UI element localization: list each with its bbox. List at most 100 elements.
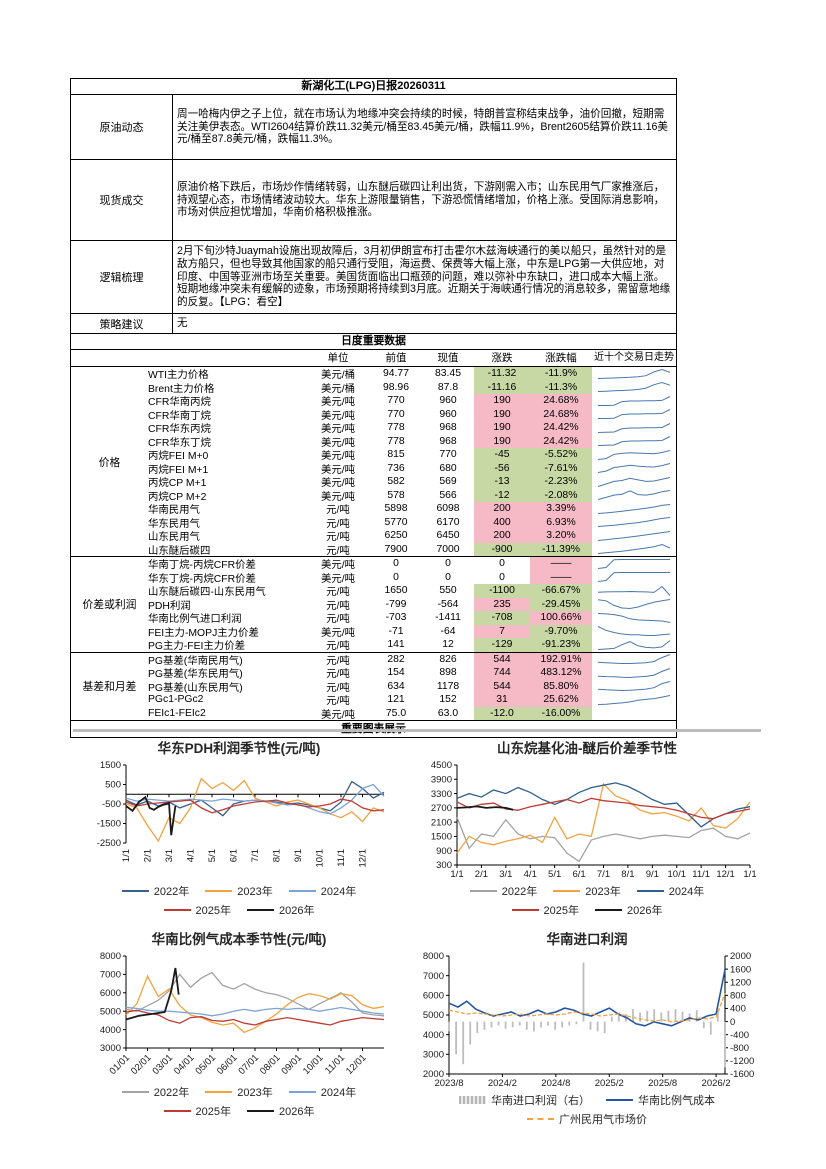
svg-text:08/01: 08/01 [258,1052,283,1077]
cell: 235 [474,597,530,611]
svg-text:07/01: 07/01 [237,1052,262,1077]
cell: 25.62% [530,693,592,707]
sparkline-cell [592,421,676,435]
cell: 美元/吨 [320,464,356,476]
line-swatch [636,890,664,892]
sparkline-cell [592,408,676,422]
sparkline [597,654,671,665]
svg-text:800: 800 [730,991,746,1002]
legend-item: 2023年 [205,883,273,899]
cell: CFR华东丙烷 [148,424,211,436]
svg-text:06/01: 06/01 [215,1052,240,1077]
cell: 483.12% [530,666,592,680]
sparkline [598,409,671,420]
cell: 190 [474,434,530,448]
cell: 6.93% [530,515,592,529]
table-row: PG基差(山东民用气) 元/吨 634 1178 544 85.80% [148,679,676,694]
report-row-content: 原油价格下跌后，市场炒作情绪转弱，山东醚后碳四让利出货，下游刚需入市；山东民用气… [177,180,665,219]
sparkline-cell [592,435,676,449]
legend-label: 2025年 [543,905,579,917]
table-row: PG基差(华东民用气) 元/吨 154 898 744 483.12% [148,666,676,680]
cell: 121 [387,694,405,706]
cell: -16.00% [530,706,592,720]
cell: 美元/吨 [320,627,356,639]
svg-text:2025/8: 2025/8 [648,1078,677,1089]
cell: 0 [445,571,451,583]
svg-text:8000: 8000 [423,951,444,962]
chart-title: 华南比例气成本季节性(元/吨) [151,932,327,947]
cell: 元/吨 [326,545,350,557]
svg-text:5000: 5000 [100,1006,121,1017]
line-swatch [247,1110,274,1112]
legend-label: 2022年 [153,1087,190,1099]
svg-text:4000: 4000 [423,1030,444,1041]
sparkline-cell [592,557,676,571]
table-row: 华南民用气 元/吨 5898 6098 200 3.39% [148,502,676,516]
cell: 31 [474,693,530,707]
cell: 华东民用气 [148,518,200,530]
cell: 24.68% [530,394,592,408]
svg-text:02/01: 02/01 [129,1052,154,1077]
cell: 丙烷FEI M+1 [148,464,209,476]
cell: 美元/桶 [320,370,356,382]
cell: 7000 [436,543,460,555]
table-row: Brent主力价格 美元/桶 98.96 87.8 -11.16 -11.3% [148,380,676,395]
cell: 0 [393,558,399,570]
legend-label: 2025年 [195,905,231,917]
cell: 154 [387,667,405,679]
group-label: 基差和月差 [82,681,137,694]
report-title: 新湖化工(LPG)日报20260311 [71,79,676,95]
table-row: WTI主力价格 美元/桶 94.77 83.45 -11.32 -11.9% [148,367,676,381]
sparkline-cell [592,598,676,612]
cell: 400 [474,515,530,529]
line-swatch [163,909,191,911]
legend-item: 华南进口利润（右） [459,1092,590,1108]
svg-text:2000: 2000 [423,1069,444,1080]
sparkline [597,503,671,514]
cell: -66.67% [530,584,592,598]
svg-text:9/1: 9/1 [645,869,658,880]
chart: 华南进口利润 8000 7000 6000 5000 4000 3000 2000 2000 16… [404,928,770,1127]
svg-text:2024/2: 2024/2 [488,1078,517,1089]
svg-text:4/1: 4/1 [186,849,197,862]
svg-text:11/1: 11/1 [692,869,710,880]
legend-label: 广州民用气市场价 [559,1114,647,1126]
svg-text:10/1: 10/1 [667,869,686,880]
daily-report-table: 新湖化工(LPG)日报20260311 原油动态 周一哈梅内伊之子上位，就在市场认… [70,78,677,738]
cell: —— [530,557,592,571]
legend-item: 2024年 [288,1084,356,1100]
cell: PG基差(华东民用气) [148,669,243,681]
legend-item: 2025年 [511,902,579,918]
sparkline-cell [592,584,676,598]
cell: 元/吨 [326,600,350,612]
sparkline-cell [592,680,676,694]
legend-label: 2023年 [237,886,273,898]
cell: 1178 [436,680,460,692]
cell: 770 [387,395,405,407]
svg-text:3900: 3900 [430,774,451,785]
legend-label: 2023年 [237,1087,273,1099]
svg-text:2025/2: 2025/2 [595,1078,624,1089]
cell: 华南比例气进口利润 [148,614,242,626]
cell: -799 [385,598,407,610]
table-row: FEI主力-MOPJ主力价差 美元/吨 -71 -64 7 -9.70% [148,624,676,639]
cell: 190 [474,407,530,421]
svg-text:12/01: 12/01 [344,1052,369,1077]
sparkline [597,585,671,596]
sparkline [597,422,671,433]
svg-text:-1500: -1500 [97,819,121,830]
legend-label: 2026年 [627,905,663,917]
line-swatch [121,1091,149,1093]
sparkline [598,395,671,406]
cell: 63.0 [437,707,459,719]
cell: 141 [387,639,405,651]
cell: 282 [387,653,405,665]
cell: 544 [474,679,530,693]
cell: -71 [388,625,404,637]
cell: 5770 [384,516,408,528]
svg-text:500: 500 [105,780,121,791]
cell: 550 [439,585,457,597]
data-section-title: 日度重要数据 [71,334,676,350]
cell: PDH利润 [148,600,191,612]
legend-label: 2022年 [153,886,190,898]
